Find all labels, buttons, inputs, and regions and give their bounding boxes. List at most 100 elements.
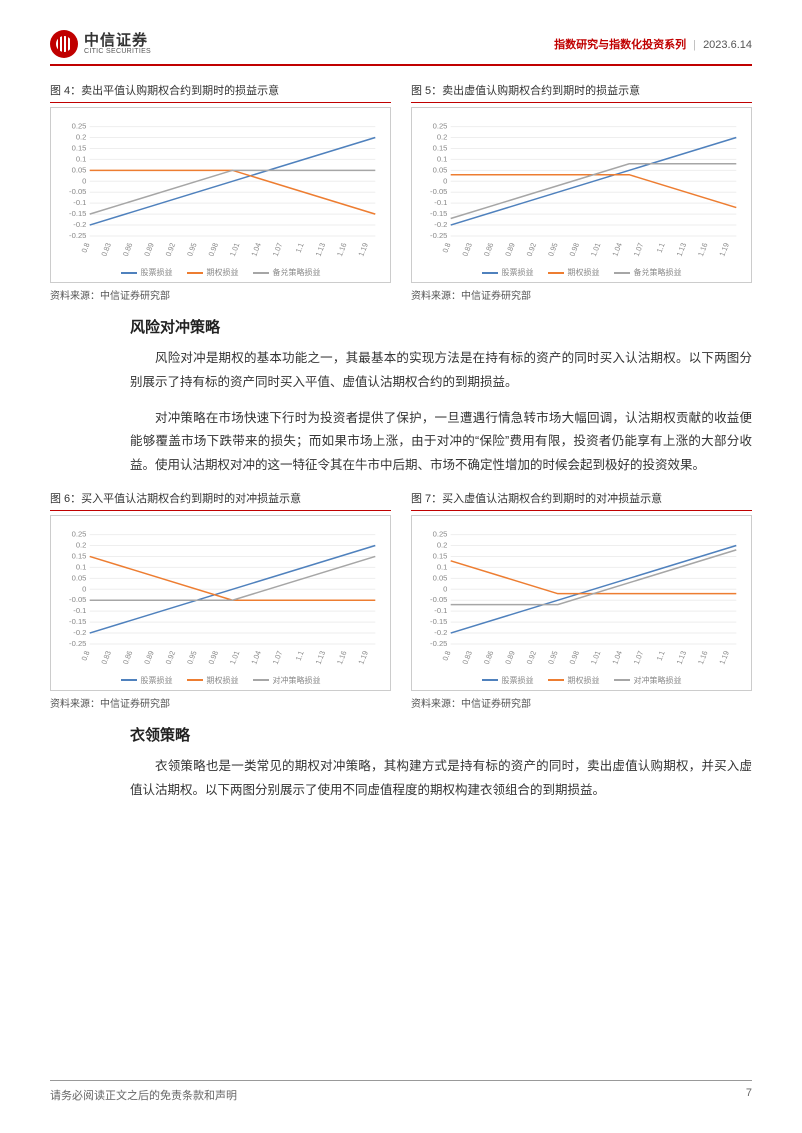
svg-text:0.15: 0.15 <box>433 552 448 561</box>
legend-swatch <box>121 679 137 681</box>
svg-text:0.86: 0.86 <box>482 649 496 665</box>
risk-hedge-p1: 风险对冲是期权的基本功能之一，其最基本的实现方法是在持有标的资产的同时买入认沽期… <box>130 347 752 395</box>
legend-swatch <box>548 679 564 681</box>
svg-text:0.89: 0.89 <box>142 649 156 665</box>
svg-text:0.89: 0.89 <box>503 242 517 258</box>
legend-swatch <box>614 272 630 274</box>
figure-6-chart: -0.25-0.2-0.15-0.1-0.0500.050.10.150.20.… <box>57 522 384 672</box>
svg-text:1.01: 1.01 <box>589 649 603 665</box>
figure-5-chart: -0.25-0.2-0.15-0.1-0.0500.050.10.150.20.… <box>418 114 745 264</box>
svg-text:-0.05: -0.05 <box>69 595 86 604</box>
svg-text:1.19: 1.19 <box>717 649 731 665</box>
figure-6-source: 资料来源：中信证券研究部 <box>50 695 391 710</box>
header-meta: 指数研究与指数化投资系列 | 2023.6.14 <box>554 36 752 52</box>
legend-item: 对冲策略损益 <box>253 675 321 686</box>
svg-text:1.04: 1.04 <box>610 649 624 665</box>
legend-item: 期权损益 <box>187 267 239 278</box>
svg-text:0.2: 0.2 <box>76 133 87 142</box>
logo-icon <box>50 30 78 58</box>
legend-label: 备兑策略损益 <box>273 267 321 278</box>
svg-text:-0.2: -0.2 <box>434 628 447 637</box>
svg-text:1.07: 1.07 <box>632 649 646 665</box>
svg-text:0.92: 0.92 <box>163 649 177 665</box>
legend-item: 期权损益 <box>548 267 600 278</box>
page-number: 7 <box>746 1087 752 1103</box>
figure-6-title: 图 6：买入平值认沽期权合约到期时的对冲损益示意 <box>50 490 391 511</box>
figure-5-source: 资料来源：中信证券研究部 <box>411 287 752 302</box>
svg-text:0.05: 0.05 <box>433 573 448 582</box>
legend-swatch <box>187 679 203 681</box>
svg-text:0.15: 0.15 <box>72 552 87 561</box>
legend-swatch <box>253 272 269 274</box>
figure-5-title: 图 5：卖出虚值认购期权合约到期时的损益示意 <box>411 82 752 103</box>
svg-text:0.8: 0.8 <box>79 242 91 254</box>
svg-text:-0.25: -0.25 <box>69 231 86 240</box>
svg-text:-0.25: -0.25 <box>69 639 86 648</box>
svg-text:1.01: 1.01 <box>228 242 242 258</box>
svg-text:0.1: 0.1 <box>76 155 87 164</box>
svg-text:-0.15: -0.15 <box>430 209 447 218</box>
legend-item: 期权损益 <box>187 675 239 686</box>
svg-text:-0.25: -0.25 <box>430 231 447 240</box>
legend-item: 股票损益 <box>482 267 534 278</box>
svg-text:-0.05: -0.05 <box>430 595 447 604</box>
figure-6-legend: 股票损益 期权损益 对冲策略损益 <box>57 672 384 688</box>
figure-7-chart: -0.25-0.2-0.15-0.1-0.0500.050.10.150.20.… <box>418 522 745 672</box>
figure-4-legend: 股票损益期权损益备兑策略损益 <box>57 264 384 280</box>
legend-label: 备兑策略损益 <box>634 267 682 278</box>
svg-text:0: 0 <box>82 584 86 593</box>
svg-text:1.16: 1.16 <box>335 242 349 258</box>
section-collar-title: 衣领策略 <box>130 724 752 745</box>
svg-text:-0.1: -0.1 <box>434 606 447 615</box>
svg-text:-0.2: -0.2 <box>434 220 447 229</box>
legend-label: 股票损益 <box>502 675 534 686</box>
svg-text:0.05: 0.05 <box>433 166 448 175</box>
svg-text:0.25: 0.25 <box>433 530 448 539</box>
svg-text:0.2: 0.2 <box>437 133 448 142</box>
svg-text:1.1: 1.1 <box>654 242 666 254</box>
page-footer: 请务必阅读正文之后的免责条款和声明 7 <box>50 1080 752 1103</box>
svg-text:-0.25: -0.25 <box>430 639 447 648</box>
svg-text:0.25: 0.25 <box>433 122 448 131</box>
svg-text:1.19: 1.19 <box>717 242 731 258</box>
svg-text:1.07: 1.07 <box>271 649 285 665</box>
legend-item: 备兑策略损益 <box>253 267 321 278</box>
legend-swatch <box>482 679 498 681</box>
logo-en: CITIC SECURITIES <box>84 48 151 55</box>
legend-label: 股票损益 <box>502 267 534 278</box>
svg-text:1.01: 1.01 <box>589 242 603 258</box>
figure-5: 图 5：卖出虚值认购期权合约到期时的损益示意 -0.25 -0.2 -0.15 -0.… <box>411 82 752 302</box>
svg-text:0.92: 0.92 <box>524 649 538 665</box>
svg-text:0.86: 0.86 <box>121 649 135 665</box>
figure-7-legend: 股票损益期权损益对冲策略损益 <box>418 672 745 688</box>
legend-swatch <box>614 679 630 681</box>
svg-text:0.89: 0.89 <box>142 242 156 258</box>
legend-swatch <box>121 272 137 274</box>
figure-4-source: 资料来源：中信证券研究部 <box>50 287 391 302</box>
footer-disclaimer: 请务必阅读正文之后的免责条款和声明 <box>50 1087 237 1103</box>
legend-swatch <box>482 272 498 274</box>
page-header: 中信证券 CITIC SECURITIES 指数研究与指数化投资系列 | 202… <box>50 30 752 66</box>
figure-7-title: 图 7：买入虚值认沽期权合约到期时的对冲损益示意 <box>411 490 752 511</box>
collar-p1: 衣领策略也是一类常见的期权对冲策略，其构建方式是持有标的资产的同时，卖出虚值认购… <box>130 755 752 803</box>
svg-text:0.83: 0.83 <box>460 649 474 665</box>
legend-label: 股票损益 <box>141 675 173 686</box>
svg-text:0.95: 0.95 <box>546 649 560 665</box>
svg-text:-0.15: -0.15 <box>69 209 86 218</box>
svg-text:-0.05: -0.05 <box>430 188 447 197</box>
svg-text:0.92: 0.92 <box>524 242 538 258</box>
svg-text:0.25: 0.25 <box>72 122 87 131</box>
svg-text:1.1: 1.1 <box>654 649 666 661</box>
svg-text:0.15: 0.15 <box>433 144 448 153</box>
svg-text:1.16: 1.16 <box>696 242 710 258</box>
legend-label: 对冲策略损益 <box>273 675 321 686</box>
figure-7-source: 资料来源：中信证券研究部 <box>411 695 752 710</box>
svg-text:-0.1: -0.1 <box>73 198 86 207</box>
legend-label: 期权损益 <box>207 267 239 278</box>
svg-text:0.83: 0.83 <box>99 242 113 258</box>
svg-text:0.83: 0.83 <box>460 242 474 258</box>
legend-item: 股票损益 <box>121 675 173 686</box>
figure-4: 图 4：卖出平值认购期权合约到期时的损益示意 -0.25-0.2-0.15-0.… <box>50 82 391 302</box>
svg-text:0.2: 0.2 <box>437 541 448 550</box>
svg-text:1.13: 1.13 <box>313 242 327 258</box>
